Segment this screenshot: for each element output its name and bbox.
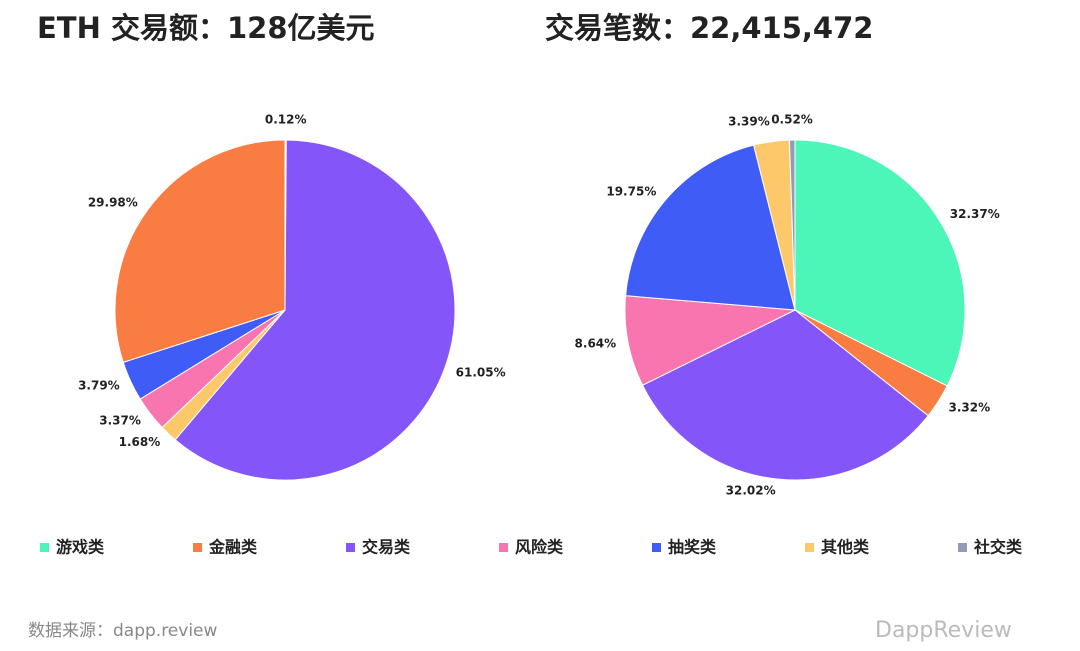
data-label: 8.64%: [575, 336, 617, 350]
chart-title: 交易笔数：22,415,472: [545, 11, 873, 45]
legend-swatch: [652, 543, 661, 552]
legend-label: 其他类: [821, 538, 870, 557]
legend-label: 金融类: [208, 538, 258, 557]
pie-slice: [625, 144, 796, 311]
data-label: 32.37%: [950, 207, 1000, 221]
data-label: 0.52%: [771, 113, 813, 127]
legend-swatch: [805, 543, 814, 552]
data-label: 3.37%: [99, 414, 141, 428]
pie-slice: [641, 309, 929, 481]
data-label: 32.02%: [726, 483, 776, 497]
legend-label: 游戏类: [56, 538, 105, 557]
data-label: 3.39%: [728, 114, 770, 128]
chart-title: ETH 交易额：128亿美元: [37, 11, 375, 45]
data-label: 1.68%: [119, 435, 161, 449]
legend-label: 社交类: [973, 538, 1023, 557]
legend-swatch: [958, 543, 967, 552]
data-label: 3.79%: [78, 379, 120, 393]
pie-slice: [174, 139, 456, 481]
legend-label: 抽奖类: [668, 538, 717, 557]
legend-label: 交易类: [362, 538, 411, 557]
data-label: 0.12%: [265, 113, 307, 127]
legend-swatch: [346, 543, 355, 552]
legend-swatch: [193, 543, 202, 552]
data-label: 61.05%: [456, 366, 506, 380]
data-label: 3.32%: [949, 400, 991, 414]
pie-slice: [788, 139, 796, 311]
pie-slice: [624, 295, 797, 386]
legend-swatch: [40, 543, 49, 552]
pie-slice: [114, 139, 286, 363]
data-label: 29.98%: [88, 195, 138, 209]
data-label: 19.75%: [606, 185, 656, 199]
legend-label: 风险类: [515, 538, 564, 557]
source: 数据来源：dapp.review: [28, 621, 218, 641]
legend-swatch: [499, 543, 508, 552]
watermark: DappReview: [875, 618, 1012, 643]
pie-slice: [794, 139, 966, 387]
